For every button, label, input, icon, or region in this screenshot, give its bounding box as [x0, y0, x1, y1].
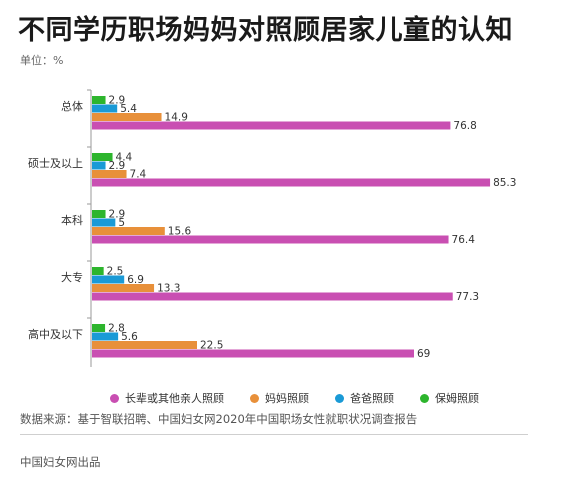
data-label: 6.9 [127, 274, 144, 286]
bar [92, 349, 414, 358]
bar [92, 210, 106, 218]
data-label: 2.9 [109, 209, 126, 221]
data-label: 22.5 [200, 340, 223, 352]
category-label: 总体 [61, 99, 83, 113]
bar [92, 218, 116, 227]
legend-label: 保姆照顾 [435, 392, 479, 405]
bar [92, 292, 453, 301]
data-label: 69 [417, 348, 430, 360]
data-label: 5.4 [120, 103, 137, 115]
publisher-credit: 中国妇女网出品 [20, 455, 101, 469]
bar [92, 178, 491, 187]
bar [92, 332, 119, 341]
legend-swatch [420, 393, 429, 403]
data-label: 76.8 [453, 120, 476, 132]
legend-label: 妈妈照顾 [265, 392, 309, 405]
legend-label: 爸爸照顾 [350, 392, 394, 405]
legend-item: 爸爸照顾 [335, 390, 394, 406]
data-label: 15.6 [168, 226, 192, 238]
bar [92, 170, 127, 178]
bar [92, 121, 451, 130]
legend-swatch [110, 393, 119, 403]
data-label: 85.3 [493, 177, 516, 189]
data-label: 77.3 [456, 291, 479, 303]
data-source: 数据来源：基于智联招聘、中国妇女网2020年中国职场女性就职状况调查报告 [20, 412, 418, 426]
data-label: 4.4 [116, 152, 133, 164]
bar [92, 267, 104, 275]
category-label: 硕士及以上 [28, 157, 83, 170]
bar [92, 227, 165, 235]
bar [92, 161, 106, 170]
legend-item: 长辈或其他亲人照顾 [110, 390, 224, 406]
chart-title: 不同学历职场妈妈对照顾居家儿童的认知 [18, 15, 513, 46]
chart-legend: 长辈或其他亲人照顾 妈妈照顾 爸爸照顾 保姆照顾 [110, 390, 479, 406]
data-label: 76.4 [452, 234, 476, 246]
bar [92, 275, 125, 284]
legend-label: 长辈或其他亲人照顾 [125, 392, 224, 405]
bar [92, 96, 106, 104]
bar [92, 113, 162, 121]
data-label: 5 [118, 217, 125, 229]
data-label: 2.5 [107, 266, 124, 278]
bar [92, 153, 113, 161]
data-label: 7.4 [130, 169, 147, 181]
data-label: 13.3 [157, 283, 180, 295]
data-label: 14.9 [165, 112, 188, 124]
data-label: 5.6 [121, 331, 138, 343]
category-label: 本科 [61, 213, 83, 227]
data-label: 2.8 [108, 323, 125, 335]
legend-item: 保姆照顾 [420, 390, 479, 406]
divider [20, 434, 528, 435]
unit-label: 单位：% [20, 54, 64, 67]
bar [92, 341, 197, 349]
bar [92, 324, 106, 332]
legend-swatch [250, 393, 259, 403]
bar [92, 284, 155, 292]
data-label: 2.9 [109, 95, 126, 107]
bar [92, 235, 449, 244]
bar [92, 104, 118, 113]
category-label: 大专 [61, 270, 83, 284]
legend-swatch [335, 393, 344, 403]
legend-item: 妈妈照顾 [250, 390, 309, 406]
data-label: 2.9 [109, 160, 126, 172]
category-label: 高中及以下 [28, 327, 83, 341]
